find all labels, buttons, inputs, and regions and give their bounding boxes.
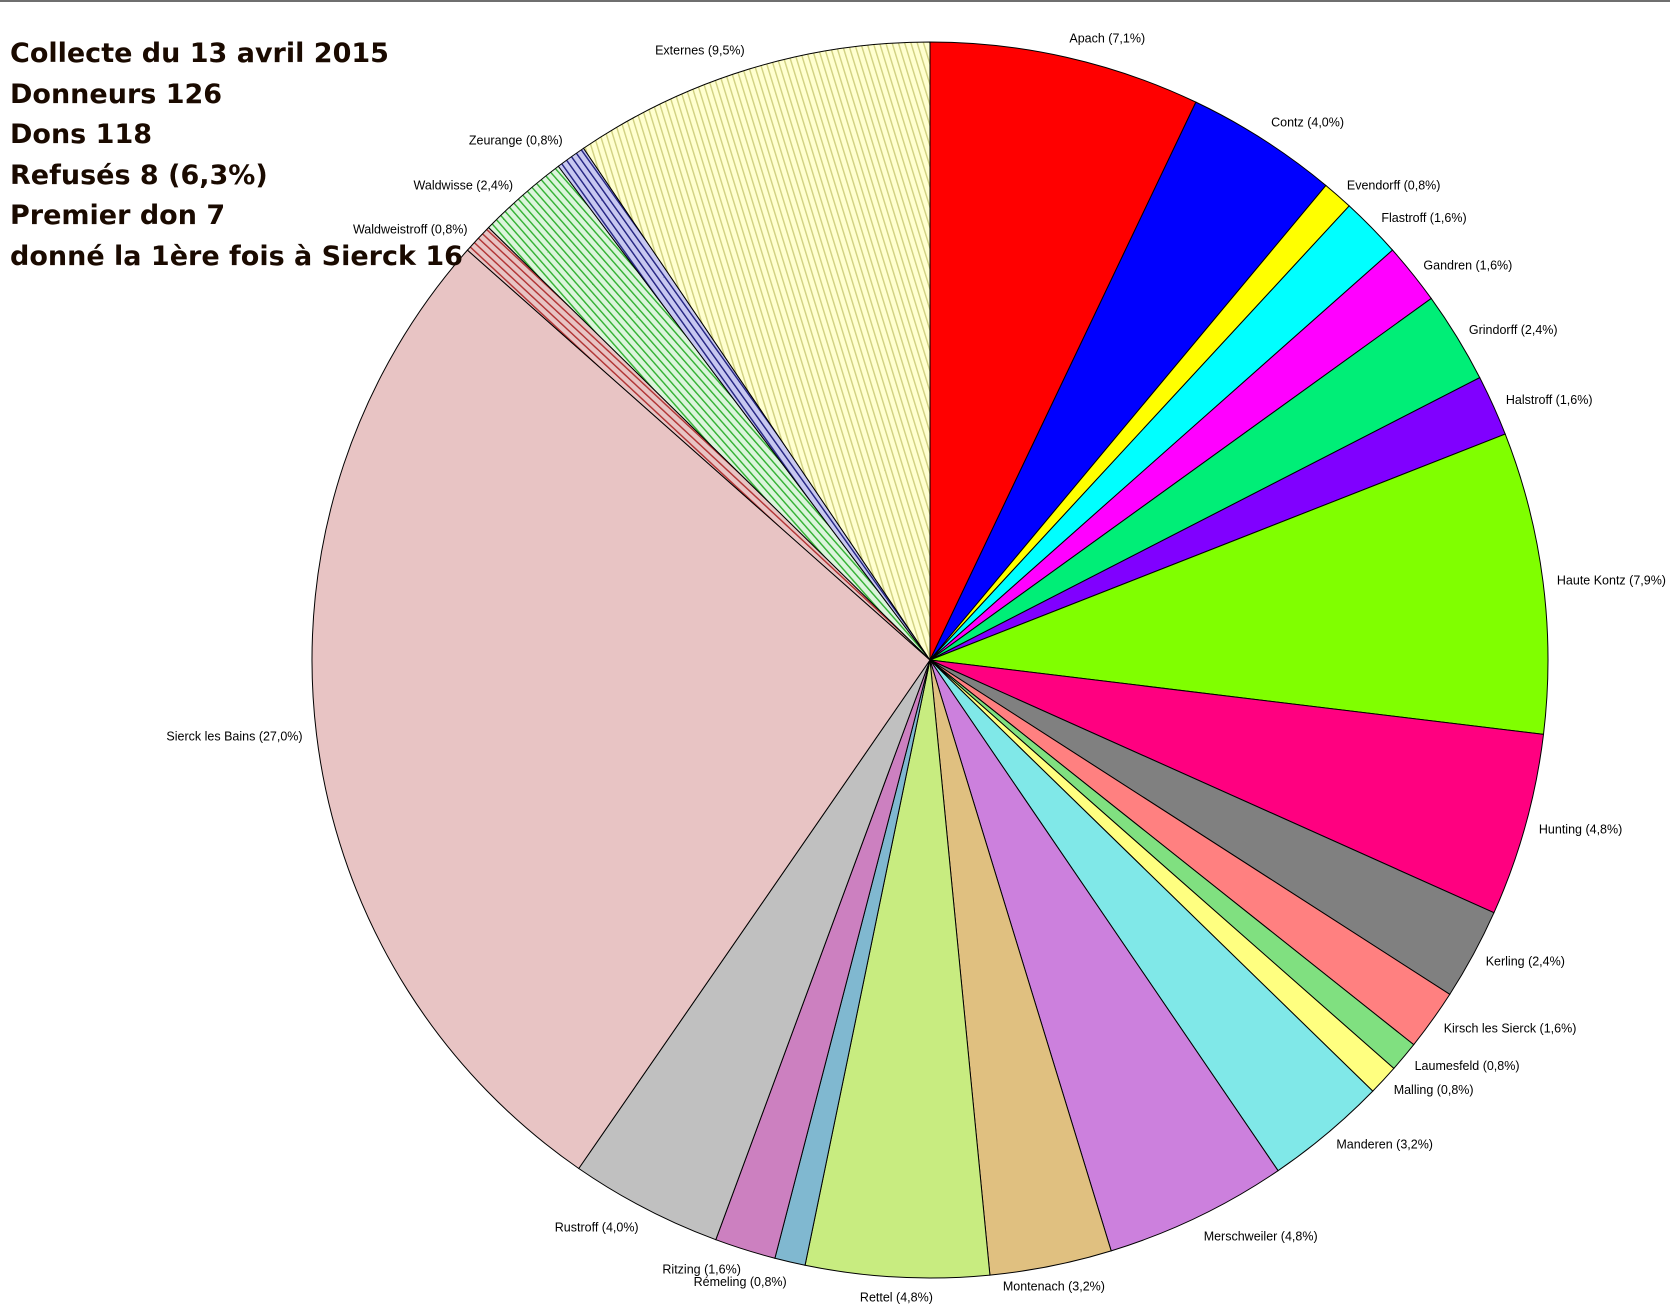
slice-externes: [582, 41, 931, 662]
slice-label-externes: Externes (9,5%): [655, 44, 745, 58]
slice-label-sierck-les-bains: Sierck les Bains (27,0%): [166, 729, 302, 743]
summary-first-donation: Premier don 7: [10, 200, 226, 231]
summary-refused: Refusés 8 (6,3%): [10, 159, 268, 191]
slice-label-manderen: Manderen (3,2%): [1336, 1137, 1433, 1151]
slice-label-ritzing: Ritzing (1,6%): [662, 1263, 741, 1277]
summary-donors: Donneurs 126: [10, 78, 223, 110]
slice-merschweiler: [929, 659, 1279, 1252]
slice-label-kirsch-les-sierck: Kirsch les Sierck (1,6%): [1444, 1021, 1577, 1035]
slice-label-malling: Malling (0,8%): [1394, 1083, 1474, 1097]
slice-label-montenach: Montenach (3,2%): [1003, 1279, 1105, 1293]
slice-rettel: [804, 659, 991, 1279]
slice-label-flastroff: Flastroff (1,6%): [1381, 211, 1466, 225]
slice-sierck-les-bains: [311, 249, 931, 1170]
slice-haute-kontz: [929, 433, 1549, 735]
slice-hunting: [929, 659, 1545, 914]
slice-label-grindorff: Grindorff (2,4%): [1469, 323, 1558, 337]
slice-label-laumesfeld: Laumesfeld (0,8%): [1415, 1059, 1520, 1073]
summary-first-time-sierck: donné la 1ère fois à Sierck 16: [10, 240, 463, 272]
slice-label-contz: Contz (4,0%): [1271, 116, 1344, 130]
slice-label-halstroff: Halstroff (1,6%): [1506, 393, 1593, 407]
slice-label-waldwisse: Waldwisse (2,4%): [414, 178, 514, 192]
slice-label-merschweiler: Merschweiler (4,8%): [1204, 1229, 1318, 1243]
slice-label-remeling: Rémeling (0,8%): [694, 1275, 787, 1289]
slice-label-gandren: Gandren (1,6%): [1423, 258, 1512, 272]
slice-label-rettel: Rettel (4,8%): [860, 1291, 933, 1305]
summary-donations: Dons 118: [10, 119, 153, 150]
collection-summary: Collecte du 13 avril 2015 Donneurs 126 D…: [10, 34, 463, 277]
slice-label-kerling: Kerling (2,4%): [1486, 954, 1565, 968]
slice-label-rustroff: Rustroff (4,0%): [555, 1220, 639, 1234]
slice-label-zeurange: Zeurange (0,8%): [469, 133, 563, 147]
slice-label-waldweistroff: Waldweistroff (0,8%): [353, 222, 468, 236]
summary-title: Collecte du 13 avril 2015: [10, 38, 389, 69]
slice-label-haute-kontz: Haute Kontz (7,9%): [1557, 573, 1666, 587]
slice-apach: [929, 41, 1197, 661]
slice-label-apach: Apach (7,1%): [1069, 31, 1145, 45]
slice-label-hunting: Hunting (4,8%): [1539, 822, 1622, 836]
top-border: [0, 0, 1670, 2]
slice-label-evendorff: Evendorff (0,8%): [1347, 178, 1441, 192]
